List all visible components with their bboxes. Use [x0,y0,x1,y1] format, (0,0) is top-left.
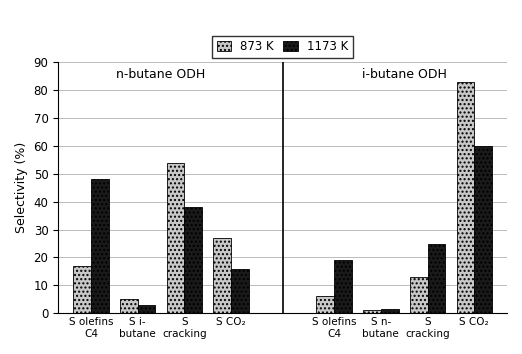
Bar [231,269,249,313]
Text: i-butane ODH: i-butane ODH [362,68,447,81]
Legend: 873 K, 1173 K: 873 K, 1173 K [212,35,353,58]
Bar [457,82,474,313]
Bar [428,244,445,313]
Bar [213,238,231,313]
Bar [334,260,352,313]
Bar [410,277,428,313]
Text: n-butane ODH: n-butane ODH [116,68,206,81]
Bar [184,207,202,313]
Bar [138,305,156,313]
Bar [91,179,109,313]
Y-axis label: Selectivity (%): Selectivity (%) [15,142,28,233]
Bar [381,309,398,313]
Bar [120,299,138,313]
Bar [474,146,492,313]
Bar [167,162,184,313]
Bar [363,310,381,313]
Bar [73,266,91,313]
Bar [316,297,334,313]
